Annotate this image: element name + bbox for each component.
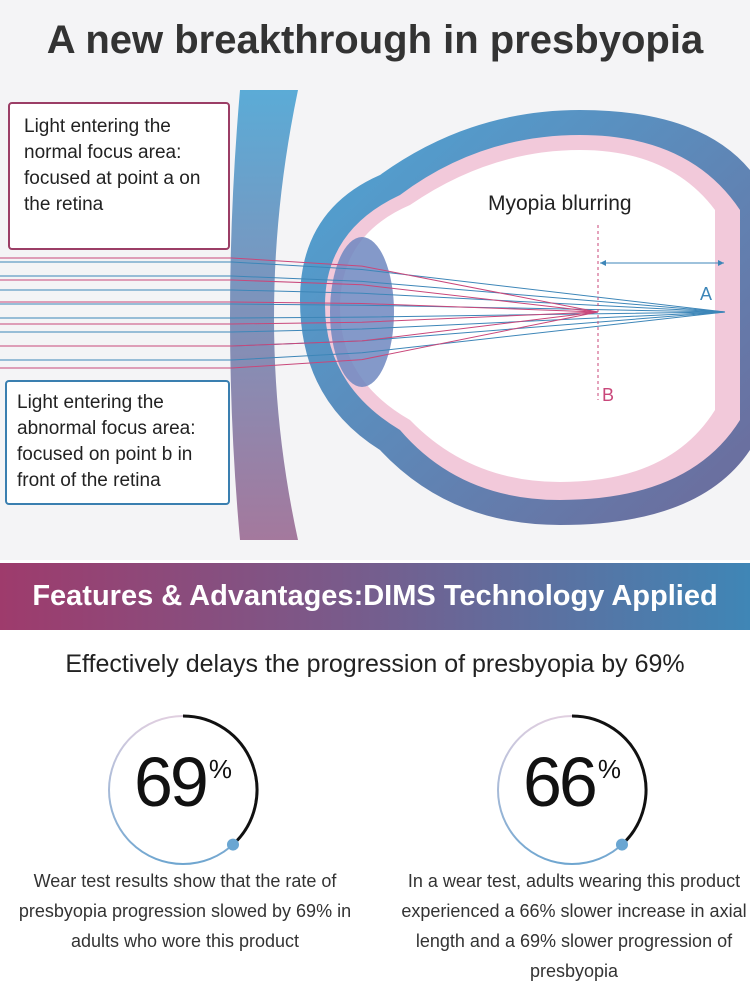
light-ray [0, 311, 726, 361]
light-ray [0, 311, 599, 347]
light-ray [0, 301, 599, 313]
light-ray [0, 289, 726, 313]
ring-progress [571, 714, 648, 846]
stat-ring-69: 69% [103, 710, 263, 870]
stat-value: 69 [134, 743, 209, 821]
point-b-label: B [602, 385, 615, 405]
abnormal-focus-callout: Light entering the abnormal focus area: … [5, 380, 230, 505]
stat-ring-66: 66% [492, 710, 652, 870]
light-ray [0, 303, 726, 313]
point-a-label: A [700, 284, 713, 304]
features-banner: Features & Advantages:DIMS Technology Ap… [0, 563, 750, 630]
stat-description: Wear test results show that the rate of … [18, 871, 352, 951]
stat-unit: % [597, 754, 621, 784]
light-ray [0, 279, 599, 313]
light-ray [0, 311, 599, 369]
normal-focus-callout: Light entering the normal focus area: fo… [8, 102, 230, 250]
spectacle-lens [230, 90, 298, 540]
light-ray [0, 261, 726, 313]
ring-dot [226, 838, 239, 851]
eyeball [300, 110, 750, 525]
ring-dot [615, 838, 628, 851]
ring-progress [182, 714, 259, 846]
eye-diagram [0, 90, 750, 540]
page-title: A new breakthrough in presbyopia [46, 18, 704, 62]
light-ray [0, 257, 599, 313]
stat-unit: % [208, 754, 232, 784]
light-ray [0, 311, 726, 333]
stat-value: 66 [523, 743, 598, 821]
light-rays [0, 257, 726, 369]
light-ray [0, 275, 726, 313]
light-ray [0, 311, 599, 325]
eye-lens [330, 237, 394, 387]
myopia-blurring-label: Myopia blurring [488, 192, 632, 215]
stat-description: In a wear test, adults wearing this prod… [401, 871, 747, 981]
headline: Effectively delays the progression of pr… [65, 650, 685, 678]
